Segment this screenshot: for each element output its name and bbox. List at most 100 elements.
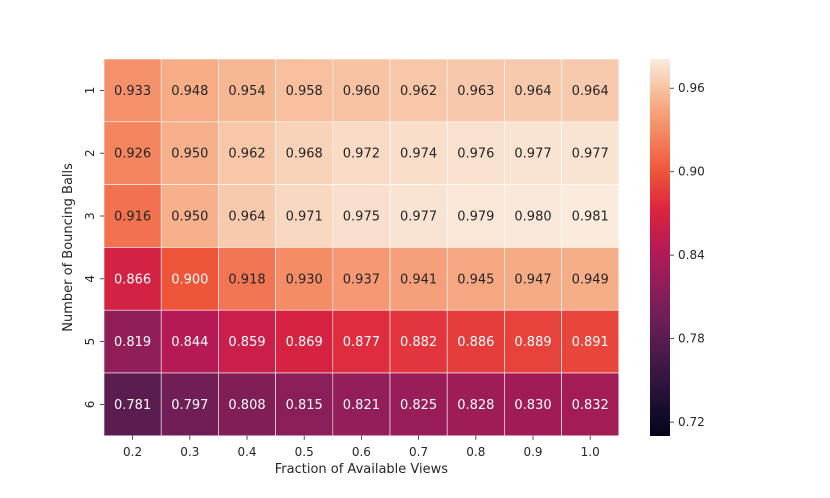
heatmap-cell xyxy=(389,372,448,437)
cell-value-label: 0.950 xyxy=(171,147,208,162)
y-axis-title: Number of Bouncing Balls xyxy=(61,163,76,332)
cell-value-label: 0.971 xyxy=(286,210,323,225)
heatmap-cell xyxy=(446,121,505,185)
y-tick-label: 6 xyxy=(83,401,97,409)
cell-value-label: 0.976 xyxy=(457,147,494,162)
cell-value-label: 0.832 xyxy=(572,398,609,413)
heatmap-cell xyxy=(389,58,448,123)
heatmap-cell xyxy=(275,372,334,437)
cell-value-label: 0.877 xyxy=(343,335,380,350)
x-tick-label: 0.8 xyxy=(466,445,485,459)
cell-value-label: 0.954 xyxy=(228,84,265,99)
heatmap-cell xyxy=(389,121,448,185)
heatmap-cell-labels: 0.933 0.948 0.954 0.958 0.960 0.962 0.963 0.964… xyxy=(114,84,609,413)
cell-value-label: 0.859 xyxy=(228,335,265,350)
cell-value-label: 0.882 xyxy=(400,335,437,350)
heatmap-cell xyxy=(275,247,334,311)
x-tick-label: 0.6 xyxy=(352,445,371,459)
heatmap-cell xyxy=(275,58,334,123)
cell-value-label: 0.828 xyxy=(457,398,494,413)
colorbar xyxy=(650,59,670,436)
cell-value-label: 0.964 xyxy=(514,84,551,99)
cell-value-label: 0.977 xyxy=(514,147,551,162)
heatmap-cell xyxy=(561,309,620,374)
cell-value-label: 0.869 xyxy=(286,335,323,350)
colorbar-ticks: 0.72 0.78 0.84 0.90 0.96 xyxy=(670,81,705,429)
heatmap-cell xyxy=(103,121,162,185)
heatmap-cell xyxy=(561,184,620,248)
cell-value-label: 0.947 xyxy=(514,272,551,287)
cell-value-label: 0.933 xyxy=(114,84,151,99)
heatmap-cell xyxy=(103,247,162,311)
cell-value-label: 0.937 xyxy=(343,272,380,287)
cell-value-label: 0.866 xyxy=(114,272,151,287)
heatmap-cell xyxy=(218,372,276,437)
cell-value-label: 0.889 xyxy=(514,335,551,350)
heatmap-cell xyxy=(332,184,391,248)
heatmap-cell xyxy=(103,372,162,437)
cell-value-label: 0.964 xyxy=(572,84,609,99)
x-tick-label: 0.2 xyxy=(123,445,142,459)
colorbar-tick-label: 0.78 xyxy=(678,332,705,346)
heatmap-cells xyxy=(103,58,620,437)
x-tick-label: 0.5 xyxy=(295,445,314,459)
x-tick-label: 1.0 xyxy=(581,445,600,459)
cell-value-label: 0.950 xyxy=(171,210,208,225)
y-tick-label: 2 xyxy=(83,149,97,157)
cell-value-label: 0.962 xyxy=(228,147,265,162)
cell-value-label: 0.886 xyxy=(457,335,494,350)
cell-value-label: 0.830 xyxy=(514,398,551,413)
heatmap-cell xyxy=(275,309,334,374)
cell-value-label: 0.815 xyxy=(286,398,323,413)
cell-value-label: 0.968 xyxy=(286,147,323,162)
heatmap-cell xyxy=(446,309,505,374)
heatmap-cell xyxy=(275,184,334,248)
heatmap-cell xyxy=(218,184,276,248)
heatmap-cell xyxy=(160,372,219,437)
cell-value-label: 0.941 xyxy=(400,272,437,287)
cell-value-label: 0.808 xyxy=(228,398,265,413)
cell-value-label: 0.844 xyxy=(171,335,208,350)
cell-value-label: 0.980 xyxy=(514,210,551,225)
heatmap-cell xyxy=(332,372,391,437)
cell-value-label: 0.977 xyxy=(572,147,609,162)
heatmap-cell xyxy=(446,184,505,248)
heatmap-cell xyxy=(561,372,620,437)
cell-value-label: 0.963 xyxy=(457,84,494,99)
cell-value-label: 0.977 xyxy=(400,210,437,225)
heatmap-cell xyxy=(504,58,562,123)
x-axis-title: Fraction of Available Views xyxy=(275,462,449,477)
cell-value-label: 0.948 xyxy=(171,84,208,99)
cell-value-label: 0.781 xyxy=(114,398,151,413)
colorbar-tick-label: 0.90 xyxy=(678,165,705,179)
cell-value-label: 0.916 xyxy=(114,210,151,225)
cell-value-label: 0.797 xyxy=(171,398,208,413)
heatmap-cell xyxy=(160,184,219,248)
heatmap-cell xyxy=(275,121,334,185)
cell-value-label: 0.930 xyxy=(286,272,323,287)
y-tick-label: 4 xyxy=(83,275,97,283)
cell-value-label: 0.974 xyxy=(400,147,437,162)
heatmap-cell xyxy=(160,247,219,311)
heatmap-cell xyxy=(103,309,162,374)
cell-value-label: 0.819 xyxy=(114,335,151,350)
y-tick-label: 3 xyxy=(83,212,97,220)
heatmap-cell xyxy=(160,58,219,123)
cell-value-label: 0.821 xyxy=(343,398,380,413)
cell-value-label: 0.972 xyxy=(343,147,380,162)
cell-value-label: 0.918 xyxy=(228,272,265,287)
cell-value-label: 0.975 xyxy=(343,210,380,225)
cell-value-label: 0.981 xyxy=(572,210,609,225)
heatmap-cell xyxy=(160,309,219,374)
colorbar-tick-label: 0.72 xyxy=(678,415,705,429)
x-tick-label: 0.9 xyxy=(523,445,542,459)
heatmap-cell xyxy=(218,309,276,374)
heatmap-cell xyxy=(332,58,391,123)
y-axis-ticks: 1 2 3 4 5 6 xyxy=(83,87,104,409)
cell-value-label: 0.962 xyxy=(400,84,437,99)
colorbar-tick-label: 0.96 xyxy=(678,81,705,95)
x-tick-label: 0.7 xyxy=(409,445,428,459)
cell-value-label: 0.900 xyxy=(171,272,208,287)
